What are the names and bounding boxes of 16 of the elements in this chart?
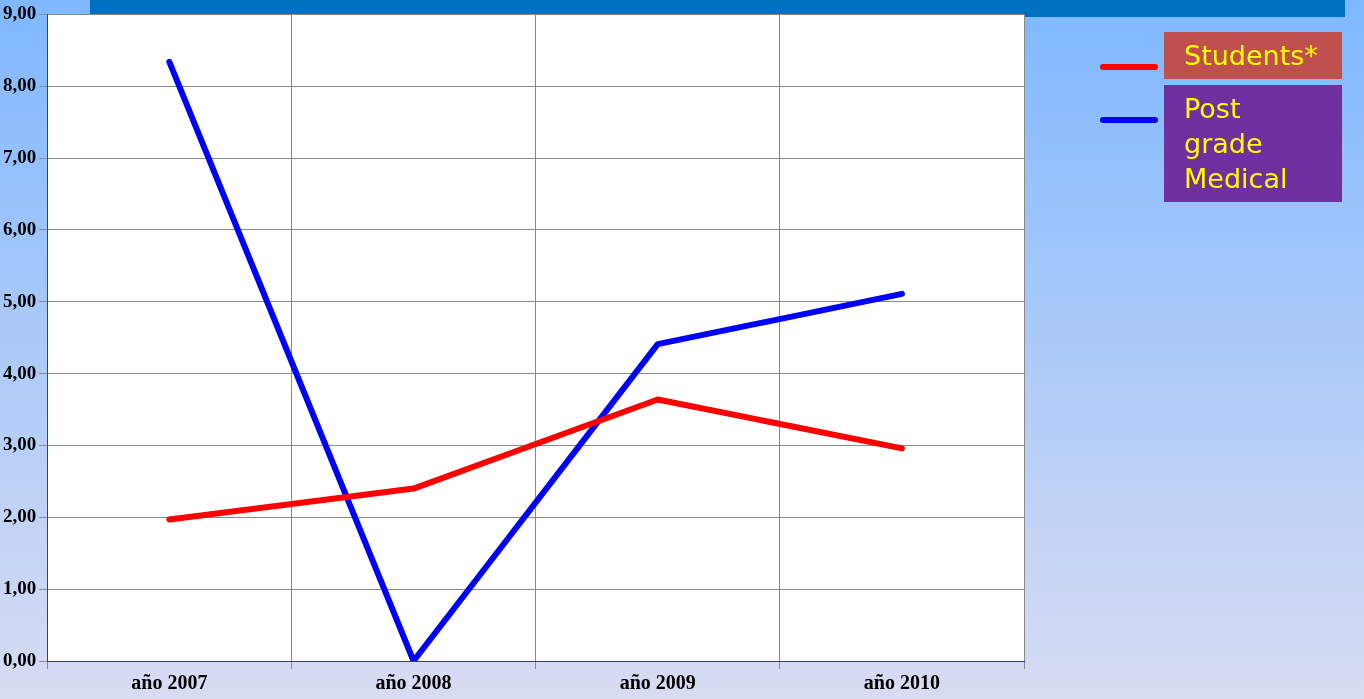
x-tick-label: año 2008 [375,671,452,694]
legend-label: Students* [1164,32,1342,80]
y-tick-label: 8,00 [3,74,37,96]
x-tick-label: año 2009 [619,671,696,694]
x-tick-label: año 2007 [131,671,208,694]
legend-label: Post grade Medical [1164,85,1342,203]
y-tick-label: 7,00 [3,146,37,167]
x-tick-label: año 2010 [863,671,940,694]
y-tick-label: 4,00 [3,361,37,383]
y-tick-label: 3,00 [3,433,37,455]
y-tick-label: 1,00 [3,577,37,599]
y-tick-label: 9,00 [3,2,37,24]
y-tick-label: 6,00 [3,217,37,239]
y-tick-label: 0,00 [3,648,37,670]
y-tick-label: 5,00 [3,289,37,311]
y-tick-label: 2,00 [3,505,37,527]
